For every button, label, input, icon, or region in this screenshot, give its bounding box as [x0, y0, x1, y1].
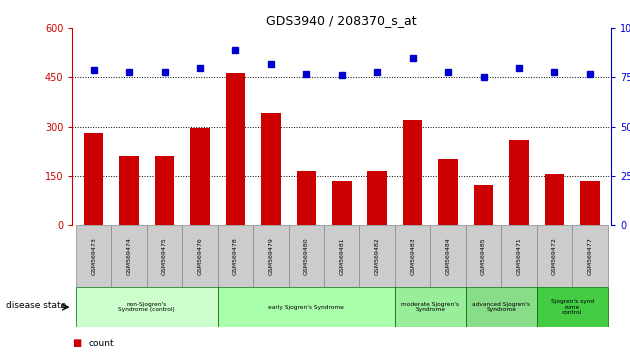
- Bar: [120, 156, 139, 225]
- Title: GDS3940 / 208370_s_at: GDS3940 / 208370_s_at: [266, 14, 417, 27]
- Text: GSM569471: GSM569471: [517, 237, 522, 275]
- Text: GSM569476: GSM569476: [198, 237, 202, 275]
- FancyBboxPatch shape: [253, 225, 289, 287]
- Text: GSM569482: GSM569482: [375, 237, 380, 275]
- Text: GSM569478: GSM569478: [233, 237, 238, 275]
- Text: GSM569477: GSM569477: [587, 237, 592, 275]
- Text: Sjogren's synd
rome
control: Sjogren's synd rome control: [551, 299, 593, 315]
- Text: GSM569475: GSM569475: [162, 237, 167, 275]
- FancyBboxPatch shape: [430, 225, 466, 287]
- Text: GSM569483: GSM569483: [410, 237, 415, 275]
- Bar: [509, 139, 529, 225]
- FancyBboxPatch shape: [537, 287, 607, 327]
- Bar: [438, 159, 458, 225]
- FancyBboxPatch shape: [324, 225, 360, 287]
- FancyBboxPatch shape: [218, 225, 253, 287]
- Text: GSM569481: GSM569481: [340, 237, 344, 275]
- Text: GSM569485: GSM569485: [481, 237, 486, 275]
- FancyBboxPatch shape: [360, 225, 395, 287]
- FancyBboxPatch shape: [395, 287, 466, 327]
- FancyBboxPatch shape: [501, 225, 537, 287]
- Text: GSM569484: GSM569484: [445, 237, 450, 275]
- FancyBboxPatch shape: [182, 225, 218, 287]
- Bar: [474, 185, 493, 225]
- FancyBboxPatch shape: [395, 225, 430, 287]
- Text: moderate Sjogren's
Syndrome: moderate Sjogren's Syndrome: [401, 302, 459, 313]
- Text: GSM569473: GSM569473: [91, 237, 96, 275]
- Text: count: count: [88, 339, 114, 348]
- Bar: [580, 181, 600, 225]
- Text: GSM569479: GSM569479: [268, 237, 273, 275]
- Bar: [403, 120, 422, 225]
- Bar: [297, 171, 316, 225]
- Bar: [332, 181, 352, 225]
- Text: early Sjogren's Syndrome: early Sjogren's Syndrome: [268, 304, 344, 310]
- FancyBboxPatch shape: [537, 225, 572, 287]
- Text: GSM569472: GSM569472: [552, 237, 557, 275]
- FancyBboxPatch shape: [147, 225, 182, 287]
- Text: non-Sjogren's
Syndrome (control): non-Sjogren's Syndrome (control): [118, 302, 175, 313]
- Text: GSM569480: GSM569480: [304, 237, 309, 275]
- FancyBboxPatch shape: [76, 225, 112, 287]
- Bar: [155, 156, 175, 225]
- Bar: [84, 133, 103, 225]
- Bar: [190, 128, 210, 225]
- Text: advanced Sjogren's
Syndrome: advanced Sjogren's Syndrome: [472, 302, 530, 313]
- Text: GSM569474: GSM569474: [127, 237, 132, 275]
- FancyBboxPatch shape: [289, 225, 324, 287]
- FancyBboxPatch shape: [218, 287, 395, 327]
- FancyBboxPatch shape: [572, 225, 607, 287]
- FancyBboxPatch shape: [76, 287, 218, 327]
- FancyBboxPatch shape: [112, 225, 147, 287]
- Bar: [545, 174, 564, 225]
- Bar: [226, 73, 245, 225]
- FancyBboxPatch shape: [466, 225, 501, 287]
- FancyBboxPatch shape: [466, 287, 537, 327]
- Bar: [261, 113, 280, 225]
- Text: ■: ■: [72, 338, 82, 348]
- Bar: [367, 171, 387, 225]
- Text: disease state: disease state: [6, 301, 67, 310]
